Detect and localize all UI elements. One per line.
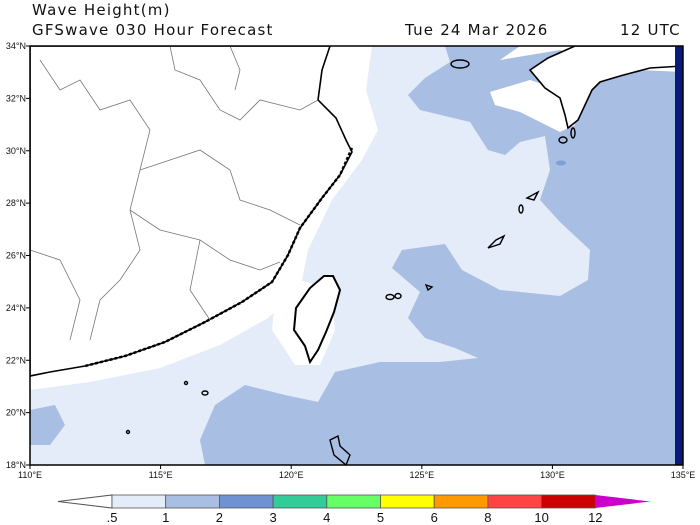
- colorbar-label: 6: [431, 510, 438, 525]
- sea-high-patch: [556, 160, 566, 166]
- colorbar-label: 2: [216, 510, 223, 525]
- lat-tick-label: 34°N: [6, 41, 26, 51]
- small-islands: [125, 59, 576, 465]
- colorbar-label: 8: [484, 510, 491, 525]
- lat-tick-label: 32°N: [6, 93, 26, 103]
- lat-tick-label: 22°N: [6, 355, 26, 365]
- colorbar-box: [218, 494, 274, 509]
- colorbar: .5 1 2 3 4 5 6 8 10 12: [57, 494, 651, 525]
- sea-moderate-sw: [30, 405, 65, 445]
- colorbar-label: 1: [162, 510, 169, 525]
- colorbar-box: [326, 494, 381, 509]
- colorbar-box: [111, 494, 167, 509]
- colorbar-box: [487, 494, 542, 509]
- forecast-label: GFSwave 030 Hour Forecast: [32, 21, 274, 39]
- lon-tick-label: 130°E: [540, 470, 565, 480]
- sea-moderate: [200, 46, 683, 465]
- colorbar-box: [380, 494, 435, 509]
- lat-tick-label: 26°N: [6, 251, 26, 261]
- lat-tick-label: 30°N: [6, 146, 26, 156]
- colorbar-box: [165, 494, 220, 509]
- coastal-islands: [84, 147, 354, 368]
- right-edge-strip: [675, 46, 683, 465]
- lat-tick-label: 28°N: [6, 198, 26, 208]
- colorbar-label: .5: [107, 510, 118, 525]
- lat-tick-label: 18°N: [6, 460, 26, 470]
- colorbar-box: [272, 494, 328, 509]
- map-axes: 18°N 20°N 22°N 24°N 26°N 28°N 30°N 32°N 34°N 110°…: [6, 41, 695, 480]
- colorbar-under-triangle: [57, 494, 113, 509]
- lon-tick-label: 110°E: [18, 470, 42, 480]
- colorbar-label: 10: [534, 510, 548, 525]
- province-boundaries: [30, 46, 319, 341]
- lon-tick-label: 120°E: [279, 470, 304, 480]
- colorbar-box: [541, 494, 596, 509]
- forecast-date: Tue 24 Mar 2026: [405, 21, 549, 39]
- lon-tick-label: 135°E: [671, 470, 696, 480]
- colorbar-over-triangle: [595, 495, 651, 508]
- colorbar-label: 5: [377, 510, 384, 525]
- colorbar-label: 12: [588, 510, 602, 525]
- chart-title: Wave Height(m): [32, 1, 171, 19]
- colorbar-label: 3: [269, 510, 276, 525]
- colorbar-label: 4: [323, 510, 330, 525]
- taiwan-island: [292, 275, 342, 365]
- lat-tick-label: 24°N: [6, 303, 26, 313]
- lon-tick-label: 125°E: [409, 470, 434, 480]
- lat-tick-label: 20°N: [6, 408, 26, 418]
- colorbar-box: [433, 494, 489, 509]
- lon-tick-label: 115°E: [149, 470, 173, 480]
- forecast-time: 12 UTC: [620, 21, 681, 39]
- kyushu-island: [528, 46, 683, 130]
